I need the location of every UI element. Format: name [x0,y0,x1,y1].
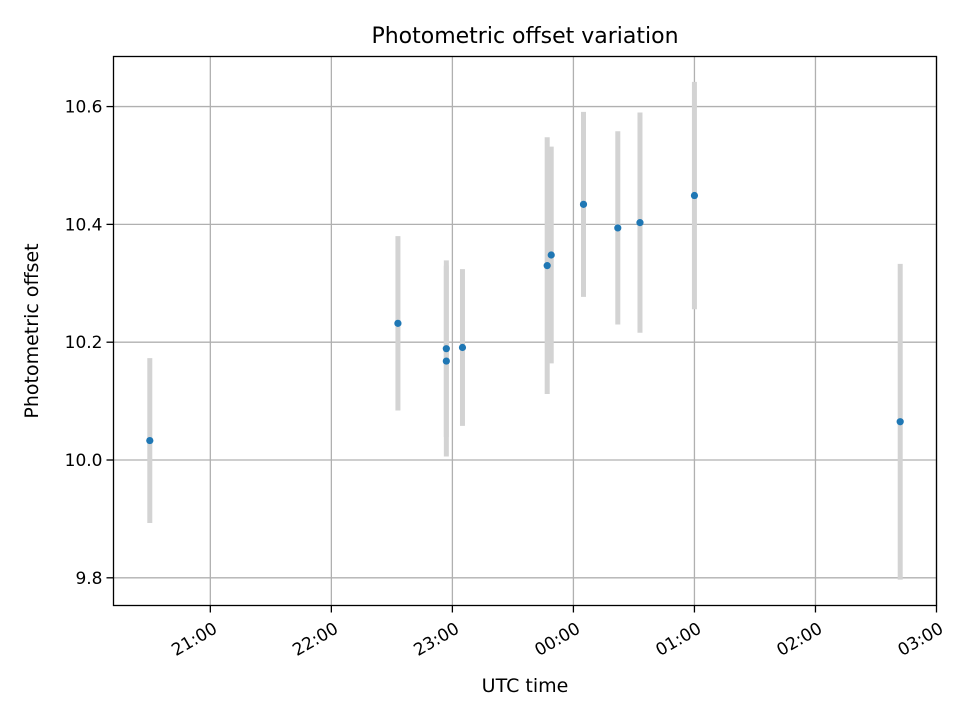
x-tick-label: 23:00 [410,619,462,661]
x-tick-label: 21:00 [168,619,220,661]
data-point [636,219,644,227]
chart-title: Photometric offset variation [371,24,678,49]
y-tick-label: 10.4 [65,215,103,235]
y-axis-label: Photometric offset [21,243,43,418]
data-point [547,251,555,259]
data-point [579,200,588,208]
data-point [614,224,622,232]
data-point [442,345,450,353]
y-tick-label: 10.2 [65,333,103,353]
data-point [896,418,904,426]
y-tick-layer: 9.8 10.0 10.2 10.4 10.6 [65,98,114,589]
plot-frame [112,55,938,607]
data-point [458,343,467,352]
y-tick-label: 9.8 [75,569,102,589]
y-tick-label: 10.6 [65,98,103,118]
x-tick-label: 02:00 [774,619,826,661]
data-point [690,191,699,200]
x-tick-label: 01:00 [653,619,705,661]
point-layer [146,191,904,445]
y-tick-label: 10.0 [65,451,103,471]
grid-layer [113,56,938,606]
data-point [394,319,402,327]
x-tick-label: 00:00 [531,619,583,661]
errorbar-layer [147,81,903,580]
x-tick-label: 22:00 [289,619,341,661]
data-point [146,436,154,445]
x-axis-label: UTC time [482,675,569,697]
data-point [442,357,450,365]
x-tick-label: 03:00 [895,619,947,661]
data-point [543,262,551,270]
x-tick-layer: 21:00 22:00 23:00 00:00 01:00 02:00 03:00 [168,605,947,661]
